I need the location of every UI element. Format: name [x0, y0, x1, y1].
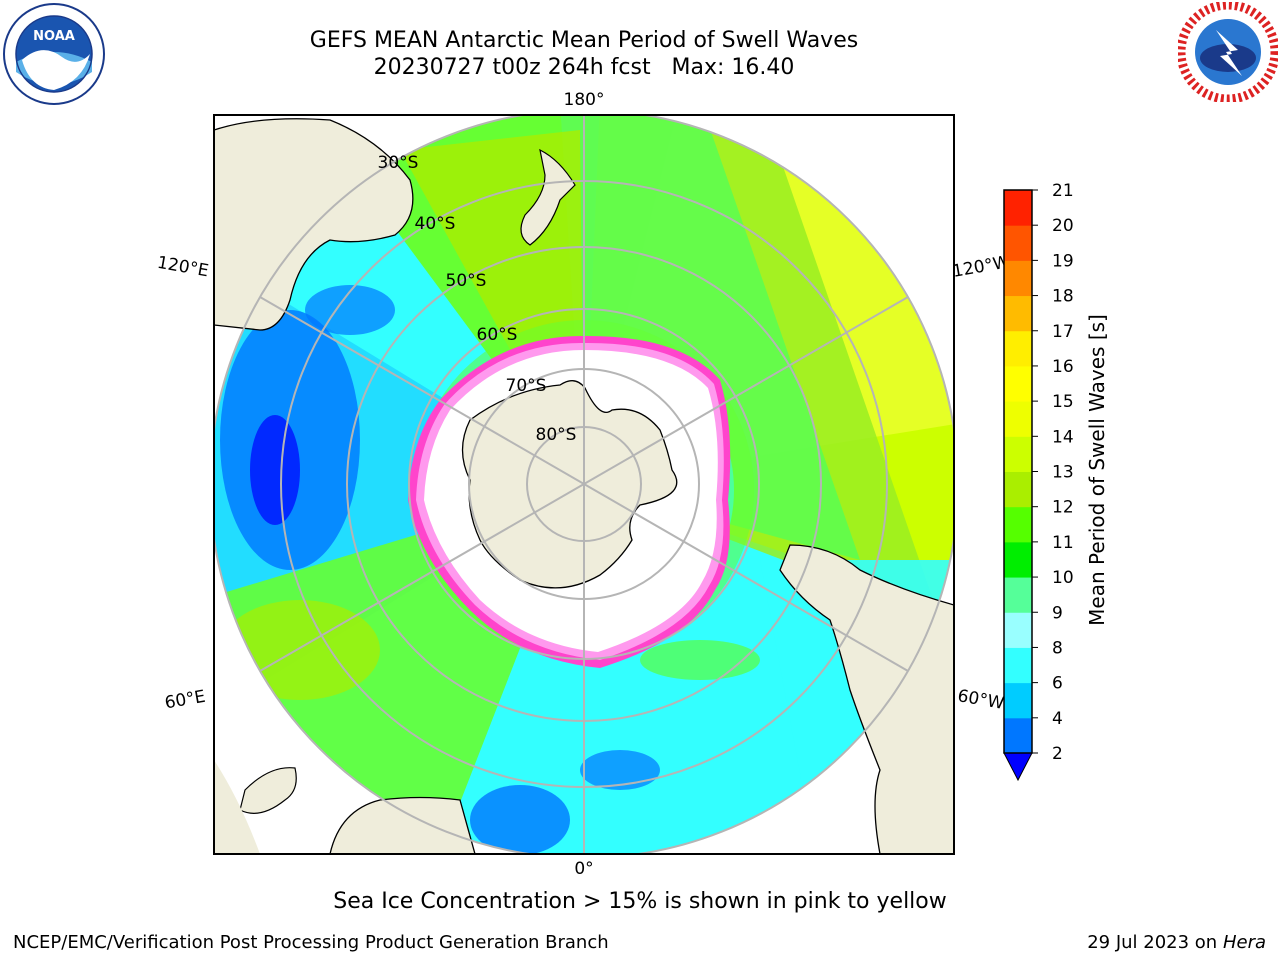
colorbar-tick-label: 15: [1052, 392, 1074, 412]
lon-label-120e: 120°E: [156, 253, 210, 282]
colorbar-segment: [1004, 401, 1032, 437]
colorbar-segment: [1004, 506, 1032, 543]
footer-branch: NCEP/EMC/Verification Post Processing Pr…: [13, 932, 609, 953]
graticule: [214, 115, 954, 854]
colorbar-tick-label: 18: [1052, 287, 1074, 307]
colorbar-label: Mean Period of Swell Waves [s]: [1085, 314, 1109, 626]
madagascar: [239, 767, 297, 814]
colorbar-segment: [1004, 225, 1032, 261]
colorbar-tick-label: 10: [1052, 568, 1074, 588]
colorbar-segment: [1004, 330, 1032, 367]
colorbar-segment: [1004, 295, 1032, 332]
colorbar-segment: [1004, 717, 1032, 754]
lat-label-70s: 70°S: [506, 376, 547, 396]
new-zealand: [520, 148, 576, 246]
colorbar-tick-label: 21: [1052, 181, 1074, 201]
colorbar-tick-label: 2: [1052, 744, 1063, 764]
lon-label-60e: 60°E: [163, 687, 207, 714]
colorbar-tick-label: 12: [1052, 498, 1074, 518]
colorbar-segment: [1004, 365, 1032, 402]
footer-date: 29 Jul 2023 on Hera: [1087, 932, 1266, 953]
lat-label-50s: 50°S: [446, 271, 487, 291]
south-america: [779, 544, 954, 854]
colorbar-tick-label: 13: [1052, 463, 1074, 483]
colorbar-segment: [1004, 436, 1032, 472]
lat-label-80s: 80°S: [536, 425, 577, 445]
colorbar-segment: [1004, 471, 1032, 508]
colorbar-segment: [1004, 647, 1032, 684]
colorbar-tick-label: 20: [1052, 216, 1074, 236]
colorbar-segment: [1004, 577, 1032, 613]
plot-title: GEFS MEAN Antarctic Mean Period of Swell…: [309, 28, 859, 53]
colorbar-segment: [1004, 612, 1032, 648]
footer-date-text: 29 Jul 2023 on: [1087, 932, 1223, 953]
colorbar-segment: [1004, 260, 1032, 297]
lat-label-40s: 40°S: [415, 214, 456, 234]
colorbar-underflow-arrow: [1003, 752, 1033, 782]
lon-label-180: 180°: [564, 90, 605, 110]
lat-label-30s: 30°S: [378, 153, 419, 173]
colorbar-tick-label: 19: [1052, 251, 1074, 271]
colorbar-tick-label: 6: [1052, 674, 1063, 694]
lat-label-60s: 60°S: [477, 325, 518, 345]
sea-ice-note: Sea Ice Concentration > 15% is shown in …: [333, 889, 947, 914]
africa: [329, 796, 476, 854]
colorbar: 2 4 6 8 9 10 11 12 13 14 15 16 17 18 19 20 21: [1003, 181, 1074, 782]
colorbar-tick-label: 8: [1052, 638, 1063, 658]
colorbar-tick-label: 11: [1052, 533, 1074, 553]
colorbar-tick-label: 16: [1052, 357, 1074, 377]
noaa-logo-text: NOAA: [33, 29, 75, 44]
colorbar-segment: [1004, 190, 1032, 226]
colorbar-segment: [1004, 682, 1032, 719]
lon-label-120w: 120°W: [951, 252, 1012, 282]
noaa-logo: NOAA: [3, 3, 105, 105]
colorbar-tick-label: 4: [1052, 709, 1063, 729]
colorbar-tick-label: 9: [1052, 603, 1063, 623]
nws-logo: [1178, 2, 1278, 102]
colorbar-tick-label: 14: [1052, 427, 1074, 447]
australia: [214, 118, 414, 331]
colorbar-tick-label: 17: [1052, 322, 1074, 342]
footer-host: Hera: [1222, 932, 1266, 953]
plot-subtitle: 20230727 t00z 264h fcst Max: 16.40: [373, 55, 795, 80]
lon-label-60w: 60°W: [956, 686, 1006, 714]
lon-label-0: 0°: [574, 859, 593, 879]
colorbar-segment: [1004, 541, 1032, 578]
